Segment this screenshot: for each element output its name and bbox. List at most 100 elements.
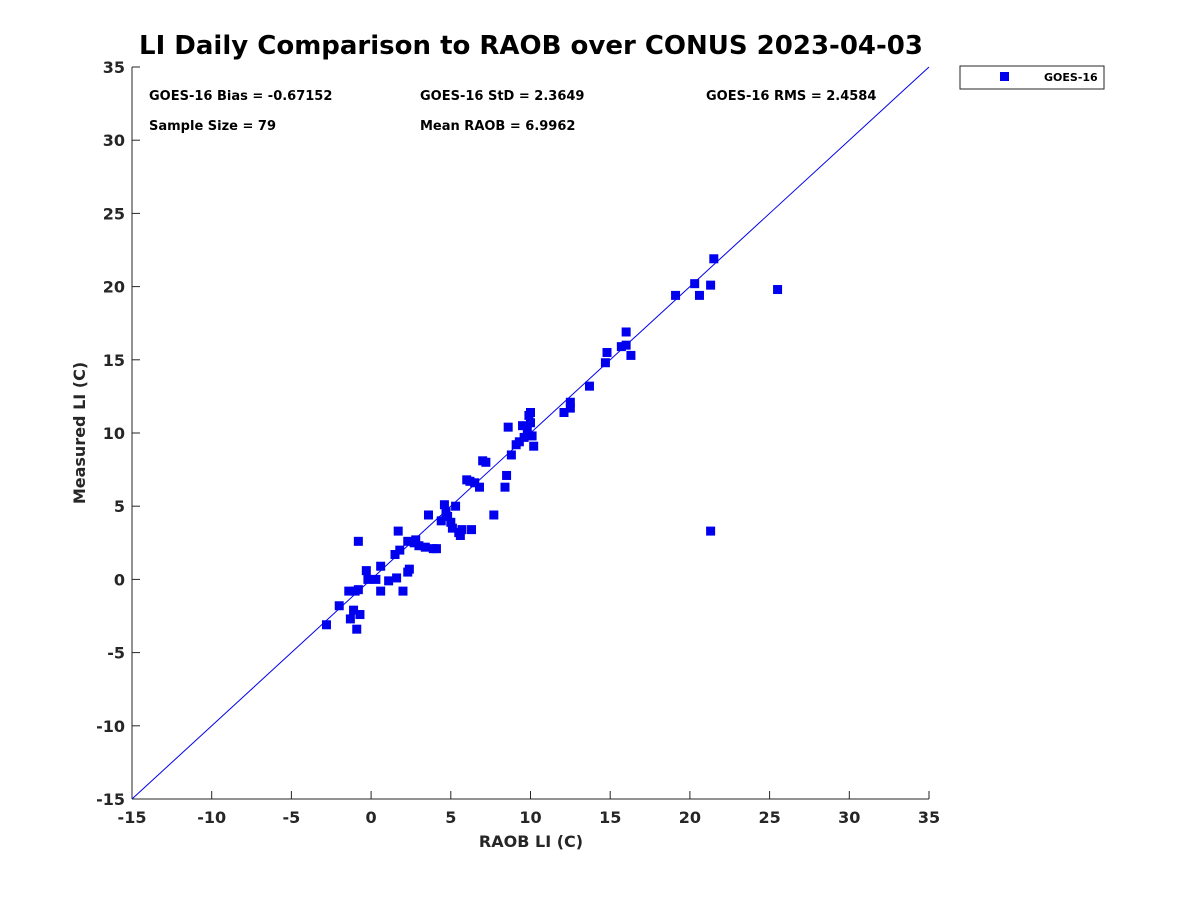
data-point [353,536,363,546]
x-axis-ticks: -15 -10 -5 0 5 10 15 20 25 30 35 [118,791,940,827]
y-tick-label: -5 [107,644,125,663]
data-point [690,279,700,289]
x-tick-label: 0 [366,808,377,827]
data-point [431,544,441,554]
data-point [621,327,631,337]
data-point [465,476,475,486]
x-tick-label: 10 [519,808,541,827]
stat-sample-size: Sample Size = 79 [149,119,276,134]
data-point [500,482,510,492]
data-point [467,525,477,535]
data-point [376,561,386,571]
y-tick-label: -15 [96,790,125,809]
data-point [470,478,480,488]
data-point [403,536,413,546]
data-point [443,511,453,521]
data-point [355,610,365,620]
data-point [447,523,457,533]
data-point [489,510,499,520]
data-point [621,340,631,350]
data-point [506,450,516,460]
data-point [529,441,539,451]
data-point [565,397,575,407]
data-point [600,358,610,368]
x-tick-label: 30 [838,808,860,827]
data-point [626,350,636,360]
data-point [694,290,704,300]
y-tick-label: 0 [114,570,125,589]
data-point [526,418,535,428]
x-tick-label: 20 [679,808,701,827]
y-tick-label: 5 [114,497,125,516]
data-point [436,516,446,526]
data-point [502,470,512,480]
plot-area: -15 -10 -5 0 5 10 15 20 25 30 35 -15 -10 -5 0 5 10 15 20 2… [96,58,940,827]
stat-rms: GOES-16 RMS = 2.4584 [706,89,876,104]
x-tick-label: 25 [758,808,780,827]
legend-marker-square-icon [1000,72,1009,81]
x-tick-label: 35 [918,808,940,827]
legend-box [959,65,1105,90]
legend[interactable]: GOES-16 [959,65,1105,90]
y-axis-ticks: -15 -10 -5 0 5 10 15 20 25 30 35 [96,58,140,809]
data-point [503,422,513,432]
data-point [334,601,344,611]
y-tick-label: 30 [103,131,125,150]
legend-label: GOES-16 [1044,71,1098,84]
data-point [584,381,594,391]
data-point [522,424,532,434]
data-point [361,566,371,576]
data-point [671,290,681,300]
data-point [363,574,373,584]
y-tick-label: 35 [103,58,125,77]
data-point [474,482,484,492]
stats-panel: GOES-16 Bias = -0.67152 GOES-16 StD = 2.… [149,89,876,134]
data-point [559,408,569,418]
data-point [457,525,467,535]
y-tick-label: 25 [103,204,125,223]
data-point [321,620,331,630]
data-point [616,342,626,352]
data-point [395,545,405,555]
data-point [344,586,354,596]
data-point [404,564,414,574]
data-point [565,403,575,413]
stat-std: GOES-16 StD = 2.3649 [420,89,584,104]
data-point [414,541,424,551]
x-axis-label: RAOB LI (C) [479,832,583,851]
data-point [384,576,394,586]
data-point [481,457,491,467]
x-tick-label: 5 [445,808,456,827]
data-point [411,535,421,545]
data-point [514,437,524,447]
data-point [376,586,386,596]
data-point [398,586,408,596]
data-point [352,624,362,634]
y-tick-label: 15 [103,351,125,370]
y-tick-label: 20 [103,278,125,297]
data-point [446,517,456,527]
x-tick-label: 15 [599,808,621,827]
data-point [345,614,355,624]
data-point [439,500,449,510]
data-points [321,254,783,634]
stat-bias: GOES-16 Bias = -0.67152 [149,89,332,104]
data-point [451,501,461,511]
data-point [455,530,465,540]
chart-title: LI Daily Comparison to RAOB over CONUS 2… [139,31,923,61]
data-point [349,605,359,615]
data-point [527,431,537,441]
x-tick-label: -10 [197,808,226,827]
data-point [390,550,400,560]
data-point [518,421,528,431]
data-point [706,526,716,536]
y-tick-label: -10 [96,717,125,736]
data-point [423,510,433,520]
x-tick-label: -5 [283,808,301,827]
data-point [393,526,403,536]
data-point [602,347,612,357]
data-point [420,542,430,552]
y-tick-label: 10 [103,424,125,443]
y-axis-label: Measured LI (C) [70,362,89,504]
